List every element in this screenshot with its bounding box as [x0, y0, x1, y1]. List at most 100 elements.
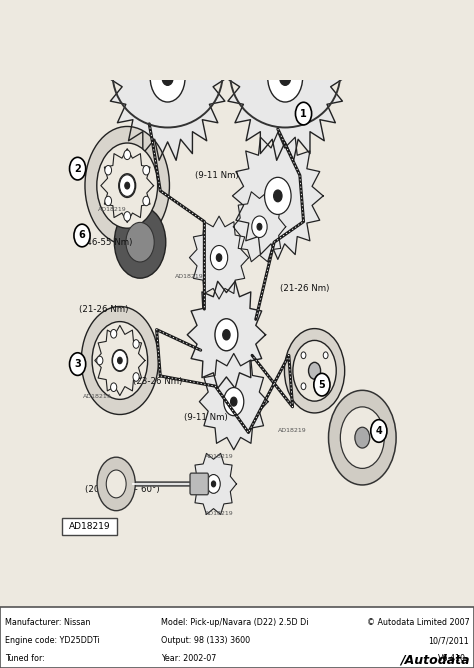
- Circle shape: [257, 223, 262, 230]
- Text: 5: 5: [319, 379, 325, 389]
- Circle shape: [133, 373, 139, 381]
- Circle shape: [118, 357, 122, 364]
- Circle shape: [124, 150, 131, 160]
- Circle shape: [82, 307, 158, 414]
- Text: 10/7/2011: 10/7/2011: [428, 636, 469, 645]
- Circle shape: [112, 350, 127, 371]
- Polygon shape: [108, 0, 228, 160]
- Text: (46-55 Nm): (46-55 Nm): [83, 238, 133, 246]
- Polygon shape: [226, 0, 345, 160]
- Text: Output: 98 (133) 3600: Output: 98 (133) 3600: [161, 636, 250, 645]
- Polygon shape: [95, 325, 145, 395]
- Polygon shape: [190, 216, 249, 299]
- Circle shape: [143, 196, 150, 206]
- Circle shape: [106, 470, 126, 498]
- Circle shape: [264, 177, 291, 214]
- Circle shape: [150, 53, 185, 102]
- Circle shape: [280, 70, 291, 86]
- Circle shape: [119, 175, 135, 196]
- Text: © Autodata Limited 2007: © Autodata Limited 2007: [366, 618, 469, 627]
- Text: (21-26 Nm): (21-26 Nm): [80, 305, 129, 313]
- Polygon shape: [187, 281, 265, 388]
- Circle shape: [328, 390, 396, 485]
- Circle shape: [114, 206, 166, 278]
- Circle shape: [293, 341, 336, 401]
- Circle shape: [143, 166, 150, 175]
- Circle shape: [210, 246, 228, 270]
- Text: (9-11 Nm): (9-11 Nm): [184, 413, 228, 422]
- Text: AD18219: AD18219: [278, 428, 307, 434]
- Text: Engine code: YD25DDTi: Engine code: YD25DDTi: [5, 636, 100, 645]
- Circle shape: [105, 196, 111, 206]
- Text: AD18219: AD18219: [205, 511, 233, 516]
- Circle shape: [70, 157, 86, 180]
- Polygon shape: [200, 353, 268, 450]
- FancyBboxPatch shape: [62, 518, 117, 535]
- Text: V6.410-: V6.410-: [438, 655, 469, 663]
- Circle shape: [207, 474, 220, 493]
- Text: AD18219: AD18219: [69, 522, 110, 531]
- Circle shape: [301, 383, 306, 389]
- Polygon shape: [101, 149, 154, 222]
- Circle shape: [162, 70, 173, 86]
- Circle shape: [92, 321, 147, 399]
- Circle shape: [112, 349, 128, 371]
- Text: Year: 2002-07: Year: 2002-07: [161, 655, 217, 663]
- Text: 6: 6: [79, 230, 85, 240]
- Text: (21-26 Nm): (21-26 Nm): [280, 284, 329, 293]
- Circle shape: [301, 352, 306, 359]
- Circle shape: [105, 166, 111, 175]
- Text: 2: 2: [74, 164, 81, 174]
- Text: 3: 3: [74, 359, 81, 369]
- Circle shape: [70, 353, 86, 375]
- Circle shape: [97, 356, 103, 365]
- Polygon shape: [233, 192, 286, 262]
- Circle shape: [216, 254, 222, 261]
- Text: (20-29 Nm+ 60°): (20-29 Nm+ 60°): [85, 484, 160, 494]
- Text: AD18219: AD18219: [98, 207, 127, 212]
- Circle shape: [119, 174, 136, 198]
- FancyBboxPatch shape: [0, 607, 474, 668]
- Text: 4: 4: [375, 426, 382, 436]
- Circle shape: [126, 222, 154, 262]
- Circle shape: [340, 407, 384, 468]
- Text: AD18219: AD18219: [83, 394, 112, 399]
- Polygon shape: [191, 454, 237, 514]
- Circle shape: [323, 352, 328, 359]
- Circle shape: [97, 143, 158, 228]
- Text: (23-26 Nm): (23-26 Nm): [133, 377, 182, 385]
- Circle shape: [125, 182, 130, 189]
- Circle shape: [215, 319, 238, 351]
- Circle shape: [284, 329, 345, 413]
- Text: /Autodata: /Autodata: [400, 654, 469, 667]
- Circle shape: [211, 481, 216, 487]
- Circle shape: [295, 102, 311, 125]
- Text: Manufacturer: Nissan: Manufacturer: Nissan: [5, 618, 90, 627]
- Circle shape: [252, 216, 267, 238]
- Text: (9-11 Nm): (9-11 Nm): [195, 171, 239, 180]
- Circle shape: [74, 224, 90, 246]
- Circle shape: [224, 387, 244, 415]
- Circle shape: [273, 190, 282, 202]
- FancyBboxPatch shape: [190, 473, 209, 495]
- Circle shape: [110, 383, 117, 391]
- Circle shape: [110, 329, 117, 338]
- Polygon shape: [232, 132, 323, 259]
- Circle shape: [314, 373, 330, 396]
- Text: AD18219: AD18219: [175, 274, 204, 279]
- Circle shape: [323, 383, 328, 389]
- Text: Tuned for:: Tuned for:: [5, 655, 45, 663]
- Circle shape: [223, 330, 230, 340]
- Circle shape: [355, 428, 370, 448]
- Text: Model: Pick-up/Navara (D22) 2.5D Di: Model: Pick-up/Navara (D22) 2.5D Di: [161, 618, 309, 627]
- Circle shape: [230, 397, 237, 406]
- Circle shape: [133, 339, 139, 348]
- Text: 1: 1: [300, 109, 307, 119]
- Circle shape: [124, 212, 131, 221]
- Text: AD18219: AD18219: [205, 454, 233, 459]
- Circle shape: [268, 53, 302, 102]
- Circle shape: [309, 362, 320, 379]
- Circle shape: [97, 457, 135, 510]
- Circle shape: [371, 420, 387, 442]
- Circle shape: [85, 126, 170, 244]
